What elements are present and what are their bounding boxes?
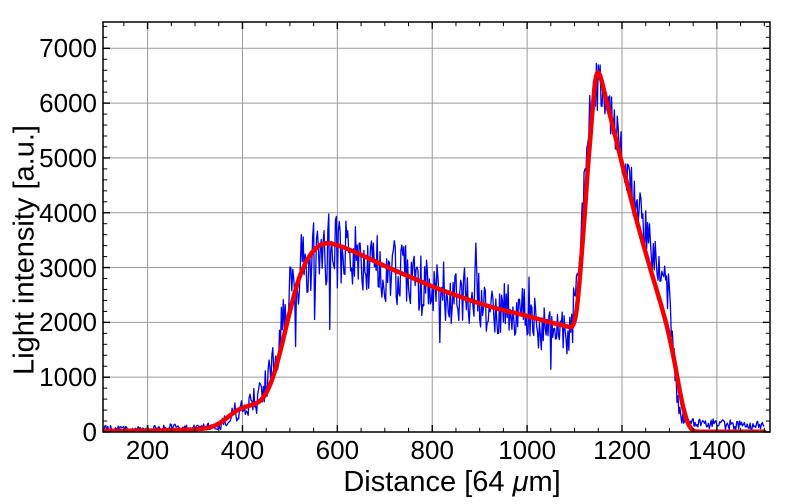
y-tick-label-0: 0 bbox=[82, 417, 97, 447]
x-tick-label-400: 400 bbox=[220, 435, 265, 465]
y-axis-title: Light intensity [a.u.] bbox=[8, 125, 41, 375]
x-tick-label-800: 800 bbox=[410, 435, 454, 465]
x-axis-title-unit: m] bbox=[528, 466, 561, 498]
fit-curve-series bbox=[103, 70, 767, 432]
y-tick-label-7000: 7000 bbox=[39, 33, 97, 64]
mu-symbol: μ bbox=[512, 466, 529, 498]
y-axis-title-text: Light intensity [a.u.] bbox=[8, 125, 41, 375]
fit-curve-line bbox=[103, 70, 767, 432]
grid-lines bbox=[103, 22, 770, 432]
y-tick-label-5000: 5000 bbox=[39, 142, 97, 173]
y-tick-label-2000: 2000 bbox=[39, 307, 97, 338]
y-tick-label-4000: 4000 bbox=[39, 197, 97, 228]
x-axis-title: Distance [64 μm] bbox=[343, 468, 560, 497]
plot-frame bbox=[102, 21, 771, 433]
x-tick-label-1400: 1400 bbox=[687, 435, 746, 465]
x-tick-label-1000: 1000 bbox=[498, 435, 557, 465]
x-tick-label-200: 200 bbox=[125, 435, 170, 465]
x-tick-label-600: 600 bbox=[315, 435, 360, 465]
x-tick-label-1200: 1200 bbox=[593, 435, 651, 465]
y-tick-label-6000: 6000 bbox=[39, 88, 97, 119]
y-tick-label-3000: 3000 bbox=[39, 252, 97, 283]
x-axis-title-text: Distance [64 bbox=[343, 466, 513, 498]
y-tick-label-1000: 1000 bbox=[39, 362, 97, 393]
tick-marks bbox=[103, 22, 770, 433]
